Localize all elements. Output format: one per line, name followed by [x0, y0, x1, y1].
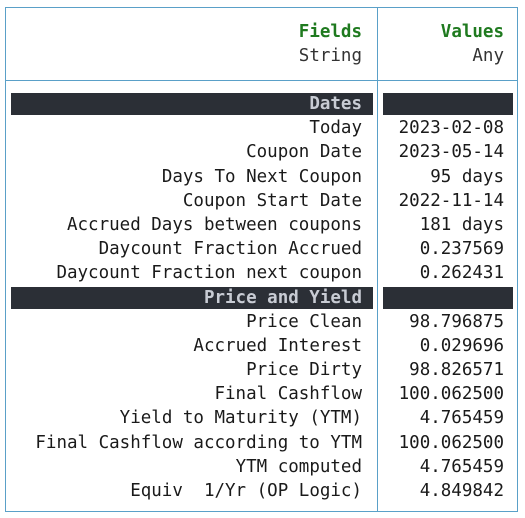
field-label: Today	[10, 116, 362, 140]
table-row: Price Clean 98.796875	[0, 310, 525, 334]
field-value: 0.237569	[380, 237, 504, 261]
table-row: Equiv 1/Yr (OP Logic) 4.849842	[0, 479, 525, 503]
field-label: Price Clean	[10, 310, 362, 334]
field-value: 0.262431	[380, 261, 504, 285]
field-label: Accrued Days between coupons	[10, 213, 362, 237]
field-value: 4.765459	[380, 406, 504, 430]
field-value: 0.029696	[380, 334, 504, 358]
field-value: 2022-11-14	[380, 189, 504, 213]
table-row: Daycount Fraction Accrued 0.237569	[0, 237, 525, 261]
field-value: 4.849842	[380, 479, 504, 503]
field-label: Coupon Start Date	[10, 189, 362, 213]
field-value: 2023-02-08	[380, 116, 504, 140]
field-label: Yield to Maturity (YTM)	[10, 406, 362, 430]
field-label: Daycount Fraction Accrued	[10, 237, 362, 261]
field-value: 100.062500	[380, 431, 504, 455]
table-row: Yield to Maturity (YTM) 4.765459	[0, 406, 525, 430]
field-value: 181 days	[380, 213, 504, 237]
table-row: Final Cashflow according to YTM 100.06250…	[0, 431, 525, 455]
section-title: Dates	[11, 92, 362, 116]
header-divider	[5, 80, 518, 81]
table-row: Today 2023-02-08	[0, 116, 525, 140]
field-value: 95 days	[380, 165, 504, 189]
table-row: Accrued Interest 0.029696	[0, 334, 525, 358]
values-column-header: Values	[380, 20, 504, 44]
table-row: YTM computed 4.765459	[0, 455, 525, 479]
field-label: Price Dirty	[10, 358, 362, 382]
section-title: Price and Yield	[11, 286, 362, 310]
section-row: Price and Yield	[0, 286, 525, 310]
table-row: Accrued Days between coupons 181 days	[0, 213, 525, 237]
table-row: Price Dirty 98.826571	[0, 358, 525, 382]
table-row: Days To Next Coupon 95 days	[0, 165, 525, 189]
fields-column-type: String	[10, 44, 362, 68]
section-row: Dates	[0, 92, 525, 116]
field-value: 98.796875	[380, 310, 504, 334]
section-bar-values	[383, 287, 513, 309]
field-value: 98.826571	[380, 358, 504, 382]
field-value: 100.062500	[380, 382, 504, 406]
field-label: Days To Next Coupon	[10, 165, 362, 189]
field-value: 4.765459	[380, 455, 504, 479]
table-row: Coupon Start Date 2022-11-14	[0, 189, 525, 213]
table-row: Daycount Fraction next coupon 0.262431	[0, 261, 525, 285]
field-label: Equiv 1/Yr (OP Logic)	[10, 479, 362, 503]
table-row: Final Cashflow 100.062500	[0, 382, 525, 406]
table-row: Coupon Date 2023-05-14	[0, 140, 525, 164]
field-label: Accrued Interest	[10, 334, 362, 358]
field-value: 2023-05-14	[380, 140, 504, 164]
field-label: Coupon Date	[10, 140, 362, 164]
values-column-type: Any	[380, 44, 504, 68]
field-label: Final Cashflow	[10, 382, 362, 406]
section-bar-values	[383, 93, 513, 115]
fields-column-header: Fields	[10, 20, 362, 44]
table-body: Dates Today 2023-02-08 Coupon Date 2023-05-1…	[0, 92, 525, 503]
field-label: YTM computed	[10, 455, 362, 479]
field-label: Daycount Fraction next coupon	[10, 261, 362, 285]
field-label: Final Cashflow according to YTM	[10, 431, 362, 455]
